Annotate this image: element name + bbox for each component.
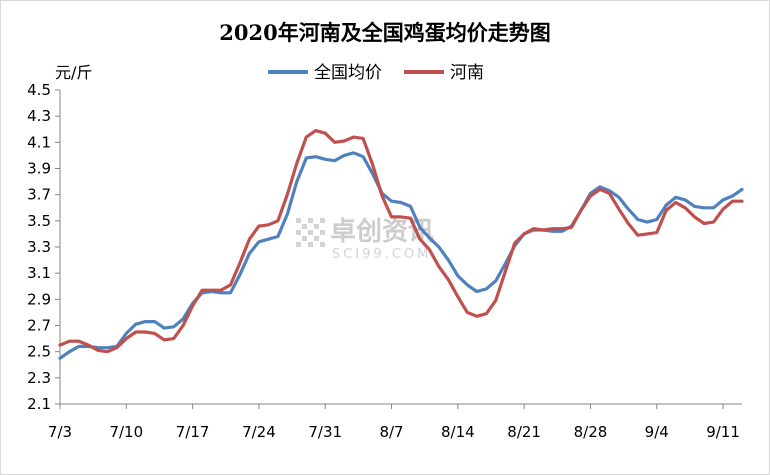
y-tick-label: 4.5 — [27, 81, 51, 99]
x-tick-label: 7/10 — [109, 423, 143, 441]
x-axis: 7/3 7/10 7/17 7/24 7/31 8/7 8/14 8/21 8/28 9/4 9/1… — [48, 403, 742, 441]
watermark-cell — [320, 218, 325, 223]
y-tick-label: 2.9 — [27, 290, 51, 308]
y-tick-label: 2.1 — [27, 395, 51, 413]
watermark-cell — [302, 236, 307, 241]
y-tick-label: 3.1 — [27, 264, 51, 282]
watermark-cell — [314, 236, 319, 241]
y-tick-label: 3.5 — [27, 212, 51, 230]
x-tick-label: 7/24 — [242, 423, 276, 441]
x-tick-label: 8/28 — [574, 423, 608, 441]
y-tick-label: 4.3 — [27, 107, 51, 125]
x-tick-label: 8/14 — [441, 423, 475, 441]
x-tick-label: 7/3 — [48, 423, 72, 441]
watermark-cell — [308, 230, 313, 235]
chart-title: 2020年河南及全国鸡蛋均价走势图 — [219, 20, 550, 45]
x-tick-label: 9/11 — [706, 423, 740, 441]
y-tick-label: 2.3 — [27, 369, 51, 387]
y-tick-label: 2.5 — [27, 343, 51, 361]
watermark-cell — [296, 230, 301, 235]
x-tick-label: 8/21 — [507, 423, 541, 441]
x-tick-label: 7/31 — [308, 423, 342, 441]
watermark-cell — [320, 242, 325, 247]
watermark-cell — [296, 218, 301, 223]
watermark-site: SCI99.COM — [332, 247, 431, 262]
x-tick-label: 7/17 — [176, 423, 210, 441]
y-tick-label: 3.9 — [27, 160, 51, 178]
y-tick-label: 4.1 — [27, 133, 51, 151]
watermark-cell — [302, 224, 307, 229]
y-tick-label: 3.7 — [27, 186, 51, 204]
series-layer — [58, 129, 744, 360]
watermark-cell — [308, 218, 313, 223]
y-unit-label: 元/斤 — [55, 63, 92, 82]
watermark-cell — [296, 242, 301, 247]
watermark-cell — [308, 242, 313, 247]
watermark-cell — [314, 224, 319, 229]
legend-label-henan: 河南 — [450, 63, 484, 83]
series-line-henan — [58, 129, 744, 354]
x-tick-label: 9/4 — [645, 423, 669, 441]
chart-legend: 全国均价 河南 — [268, 63, 484, 83]
y-tick-label: 3.3 — [27, 238, 51, 256]
x-tick-label: 8/7 — [379, 423, 403, 441]
series-line-national — [58, 151, 744, 360]
watermark-grid-icon — [296, 218, 325, 247]
y-tick-label: 2.7 — [27, 317, 51, 335]
legend-label-national: 全国均价 — [314, 63, 382, 83]
watermark-cell — [320, 230, 325, 235]
y-axis: 2.1 2.3 2.5 2.7 2.9 3.1 3.3 3.5 3.7 3.9 4.1 4.3 4.5 — [27, 81, 61, 413]
